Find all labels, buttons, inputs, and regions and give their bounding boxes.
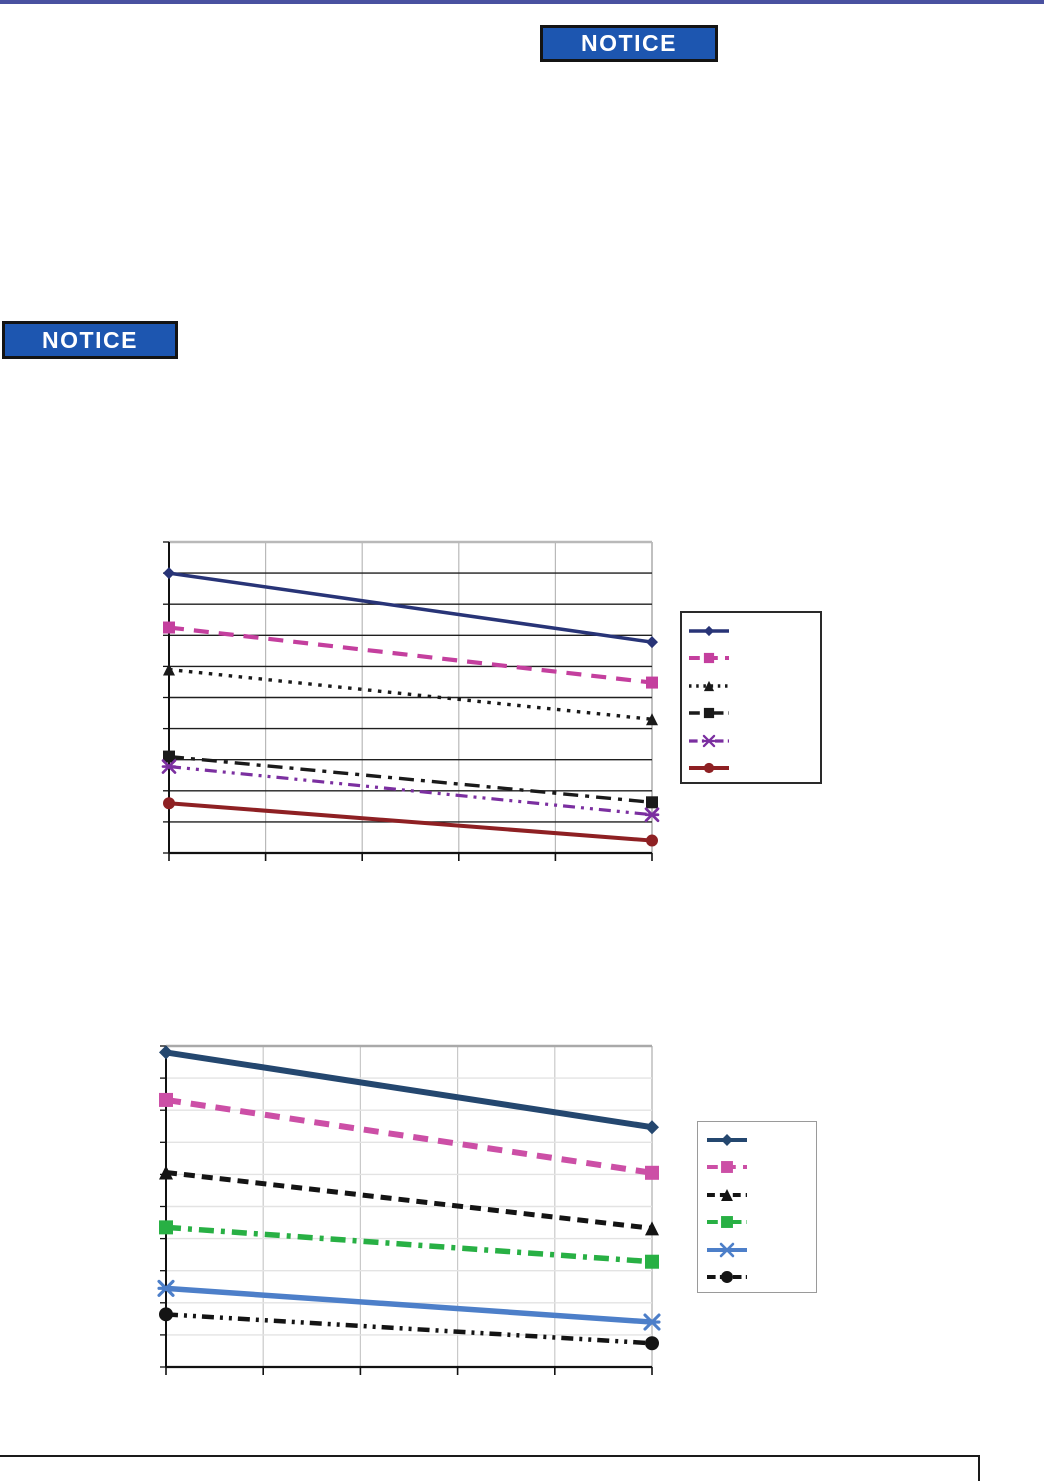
legend-square-marker-sample [689,653,729,664]
legend-circle-marker-sample [707,1271,747,1284]
legend-triangle-marker-sample [707,1188,747,1201]
legend-square-marker-sample [707,1216,747,1229]
notice-box-top: NOTICE [540,25,718,62]
legend-entry-3 [687,672,820,700]
legend-entry-4 [705,1209,816,1237]
legend-square-marker-sample [707,1161,747,1174]
footer-corner-line [978,1455,980,1481]
legend-diamond-marker-sample [707,1133,747,1146]
legend-entry-6 [687,755,820,783]
legend-diamond-marker-sample [689,625,729,636]
notice-label: NOTICE [42,326,138,353]
legend-asterisk-marker-sample [689,734,729,747]
notice-box-left: NOTICE [2,321,178,359]
notice-label: NOTICE [581,30,677,56]
legend-entry-5 [705,1236,816,1264]
legend-entry-3 [705,1181,816,1209]
top-accent-bar [0,0,1044,4]
chart-1-legend [680,611,822,784]
chart-2-legend [697,1121,817,1293]
legend-entry-5 [687,727,820,755]
legend-entry-2 [705,1154,816,1182]
legend-entry-1 [687,617,820,645]
legend-triangle-marker-sample [689,680,729,691]
legend-entry-2 [687,645,820,673]
legend-circle-marker-sample [689,763,729,774]
line-chart-2 [157,1044,661,1375]
legend-entry-6 [705,1264,816,1292]
legend-entry-4 [687,700,820,728]
legend-square-marker-sample [689,708,729,719]
line-chart-1 [161,540,660,861]
legend-entry-1 [705,1126,816,1154]
legend-asterisk-marker-sample [707,1242,747,1258]
footer-divider-line [0,1455,979,1457]
